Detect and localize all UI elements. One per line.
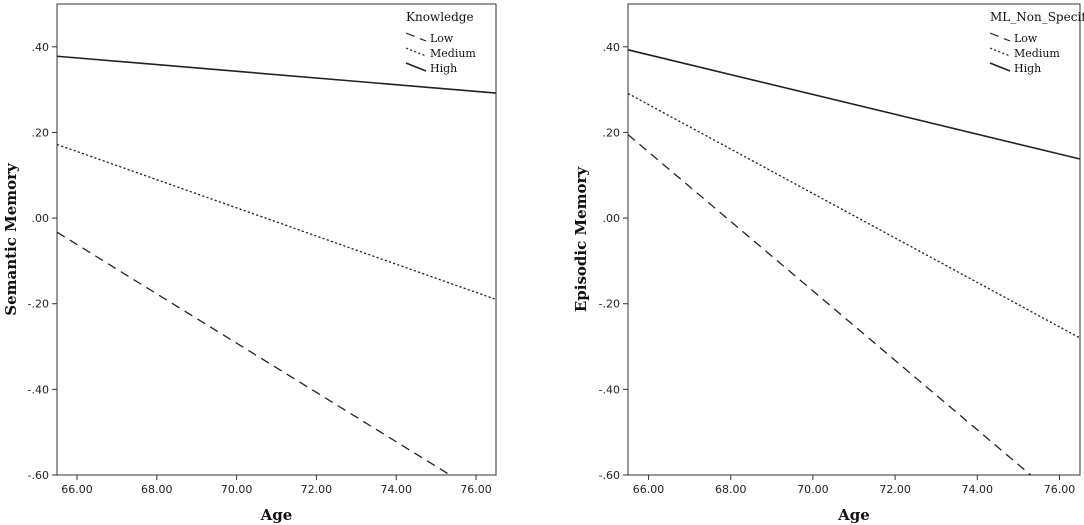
y-tick-label: .20 [603,126,621,139]
x-axis-title: Age [260,506,293,524]
y-tick-label: .00 [32,212,50,225]
y-tick-label: .40 [603,41,621,54]
y-tick-label: .00 [603,212,621,225]
y-tick-label: -.40 [28,383,49,396]
legend-label: High [1014,62,1041,75]
plot-frame [56,3,497,476]
legend-label: Low [1014,32,1038,45]
series-line-medium [56,143,497,301]
series-line-medium [627,92,1081,339]
series-line-low [56,231,451,476]
legend-swatch-medium [989,47,1011,57]
chart-panel-1: .40 .20 .00 -.20 -.40 -.60 66.00 68.00 70.00 72.0… [2,3,497,524]
y-tick-label: .40 [32,41,50,54]
x-tick-label: 66.00 [633,483,665,496]
x-tick-label: 76.00 [460,483,492,496]
legend-swatch-high [989,62,1011,72]
series-line-high [627,49,1081,160]
y-tick-label: -.60 [28,469,49,482]
y-axis-title: Episodic Memory [572,166,590,313]
legend-swatch-low [989,32,1011,42]
x-tick-label: 74.00 [380,483,412,496]
y-tick-label: -.60 [599,469,620,482]
x-tick-label: 66.00 [61,483,93,496]
legend-label: Medium [430,47,476,60]
x-axis-title: Age [837,506,870,524]
x-tick-label: 72.00 [301,483,333,496]
y-axis-title: Semantic Memory [2,162,20,316]
legend-title: Knowledge [406,10,474,24]
series-line-high [56,55,497,94]
legend-swatch-low [405,32,427,42]
y-tick-label: -.40 [599,383,620,396]
x-tick-label: 68.00 [141,483,173,496]
x-tick-label: 68.00 [715,483,747,496]
chart-panel-2: .40 .20 .00 -.20 -.40 -.60 66.00 68.00 70.00 72.0… [572,3,1084,524]
y-tick-label: .20 [32,126,50,139]
legend-swatch-medium [405,47,427,57]
y-tick-label: -.20 [28,298,49,311]
x-tick-label: 72.00 [879,483,911,496]
x-tick-label: 76.00 [1044,483,1076,496]
legend-label: Medium [1014,47,1060,60]
legend-title: ML_Non_Specific [990,10,1084,24]
x-tick-label: 74.00 [962,483,994,496]
x-tick-label: 70.00 [221,483,253,496]
x-tick-label: 70.00 [797,483,829,496]
legend-label: High [430,62,457,75]
legend-label: Low [430,32,454,45]
y-tick-label: -.20 [599,298,620,311]
series-line-low [627,134,1032,476]
plot-frame [627,3,1081,476]
legend-swatch-high [405,62,427,72]
